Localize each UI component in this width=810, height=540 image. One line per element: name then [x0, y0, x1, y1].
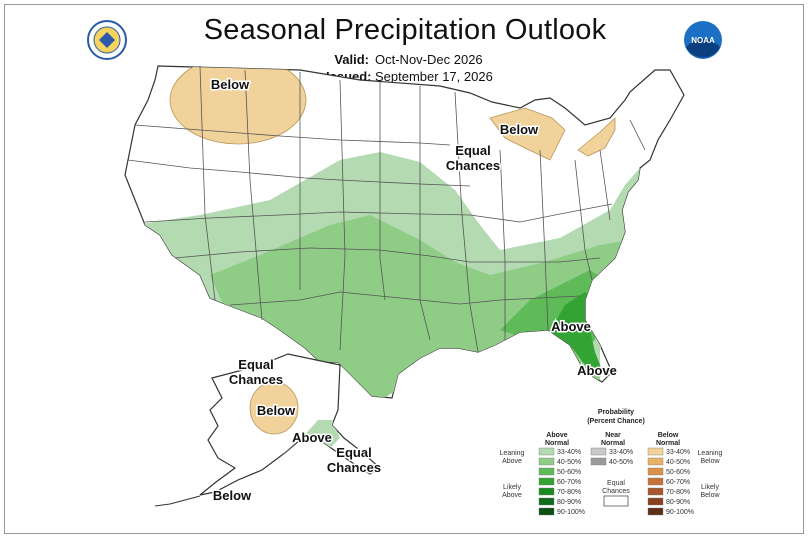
legend-above-swatch	[538, 487, 555, 496]
legend-above-rows: 33-40% 40-50% 50-60% 60-70% 70-80% 80-90% 90-1…	[538, 447, 585, 516]
legend-likely-above-1: Likely	[503, 484, 521, 491]
montana-below-label: Below	[211, 77, 250, 92]
legend-below-label: 80-90%	[666, 499, 690, 506]
legend-above-swatch	[538, 467, 555, 476]
legend-above-swatch	[538, 507, 555, 516]
page-title: Seasonal Precipitation Outlook	[203, 14, 607, 46]
legend-near-label: 33-40%	[609, 449, 633, 456]
legend-near-label: 40-50%	[609, 459, 633, 466]
legend-title-2: (Percent Chance)	[587, 418, 645, 425]
legend-above-head-2: Normal	[545, 440, 569, 447]
valid-line: Valid: Oct-Nov-Dec 2026	[326, 52, 483, 67]
legend-equal-1: Equal	[607, 480, 625, 487]
legend-above-swatch	[538, 497, 555, 506]
legend-near-rows: 33-40% 40-50%	[590, 447, 633, 466]
legend-above-label: 50-60%	[557, 469, 581, 476]
legend-above-label: 33-40%	[557, 449, 581, 456]
legend-near-swatch	[590, 457, 607, 466]
legend-below-label: 50-60%	[666, 469, 690, 476]
legend-below-label: 70-80%	[666, 489, 690, 496]
legend-above-label: 40-50%	[557, 459, 581, 466]
noaa-logo-text: NOAA	[691, 36, 715, 45]
legend-above-label: 70-80%	[557, 489, 581, 496]
legend-near-head-1: Near	[605, 432, 621, 439]
alaska-ec-label-1: Equal	[238, 357, 273, 372]
legend-below-label: 40-50%	[666, 459, 690, 466]
legend-below-label: 60-70%	[666, 479, 690, 486]
legend-below-head-1: Below	[658, 432, 679, 439]
legend-likely-below-1: Likely	[701, 484, 719, 491]
legend-leaning-below-1: Leaning	[698, 450, 723, 457]
below-great-lakes-region	[489, 107, 566, 161]
issued-value: September 17, 2026	[375, 69, 493, 84]
below-new-york-region	[577, 117, 616, 157]
state-boundaries	[127, 65, 646, 353]
legend-above-swatch	[538, 447, 555, 456]
legend-below-swatch	[647, 507, 664, 516]
legend-below-label: 90-100%	[666, 509, 694, 516]
legend-below-swatch	[647, 487, 664, 496]
alaska-below-region	[249, 381, 299, 435]
legend-above-label: 80-90%	[557, 499, 581, 506]
legend-below-swatch	[647, 447, 664, 456]
legend-likely-below-2: Below	[700, 492, 720, 499]
legend-above-label: 60-70%	[557, 479, 581, 486]
legend-leaning-below-2: Below	[700, 458, 720, 465]
great-lakes-below-label: Below	[500, 122, 539, 137]
legend-equal-2: Chances	[602, 488, 630, 495]
aleutian-chain	[154, 495, 201, 507]
valid-value: Oct-Nov-Dec 2026	[375, 52, 483, 67]
legend-above-head-1: Above	[546, 432, 568, 439]
legend-near-head-2: Normal	[601, 440, 625, 447]
equal-chances-label-2: Chances	[446, 158, 500, 173]
legend-below-swatch	[647, 477, 664, 486]
legend-below-swatch	[647, 497, 664, 506]
panhandle-ec-label-2: Chances	[327, 460, 381, 475]
noaa-logo: NOAA	[684, 21, 722, 59]
alaska-ec-label-2: Chances	[229, 372, 283, 387]
alaska-above-label: Above	[292, 430, 332, 445]
legend-above-swatch	[538, 457, 555, 466]
alaska-below-label: Below	[257, 403, 296, 418]
below-montana-region	[169, 66, 307, 145]
legend-leaning-above-2: Above	[502, 458, 522, 465]
southeast-above-label: Above	[551, 319, 591, 334]
legend-above-swatch	[538, 477, 555, 486]
legend-leaning-above-1: Leaning	[500, 450, 525, 457]
panhandle-ec-label-1: Equal	[336, 445, 371, 460]
legend-below-swatch	[647, 467, 664, 476]
legend-equal-swatch	[603, 495, 629, 507]
legend-below-head-2: Normal	[656, 440, 680, 447]
legend: Probability (Percent Chance) Above Norma…	[500, 409, 723, 516]
legend-title-1: Probability	[598, 409, 634, 416]
legend-below-label: 33-40%	[666, 449, 690, 456]
equal-chances-label-1: Equal	[455, 143, 490, 158]
legend-below-rows: 33-40% 40-50% 50-60% 60-70% 70-80% 80-90% 90-1…	[647, 447, 694, 516]
legend-below-swatch	[647, 457, 664, 466]
florida-above-label: Above	[577, 363, 617, 378]
legend-near-swatch	[590, 447, 607, 456]
aleutian-below-label: Below	[213, 488, 252, 503]
legend-likely-above-2: Above	[502, 492, 522, 499]
doc-seal-logo	[87, 20, 127, 60]
valid-label: Valid:	[334, 52, 369, 67]
legend-above-label: 90-100%	[557, 509, 585, 516]
